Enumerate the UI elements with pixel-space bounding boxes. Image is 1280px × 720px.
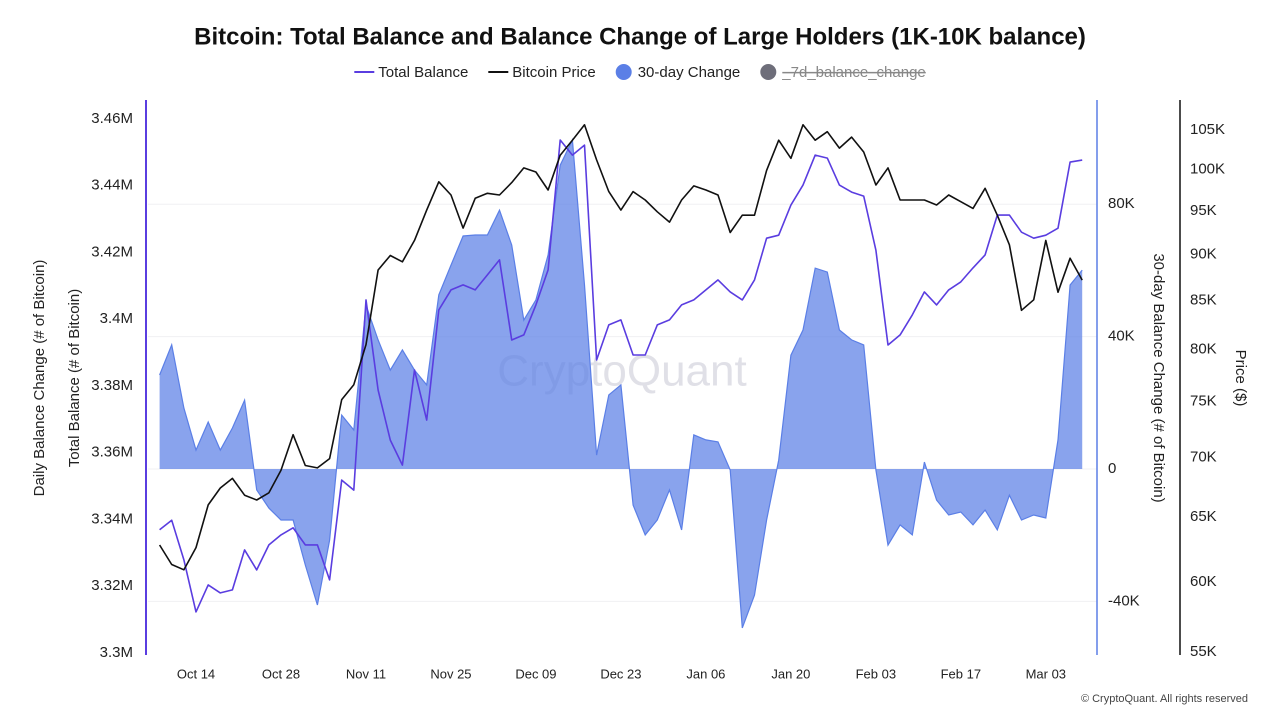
legend-item[interactable]: 30-day Change xyxy=(615,64,741,81)
y3-tick-label: 85K xyxy=(1190,292,1217,309)
y-tick-label: 3.38M xyxy=(91,377,133,394)
legend-label: 30-day Change xyxy=(638,64,741,81)
legend-label: Total Balance xyxy=(378,64,468,81)
x-tick-label: Feb 03 xyxy=(856,666,896,681)
legend-label: Bitcoin Price xyxy=(512,64,595,81)
x-tick-label: Dec 23 xyxy=(600,666,641,681)
y3-axis-title: Price ($) xyxy=(1232,350,1249,407)
x-tick-label: Feb 17 xyxy=(941,666,981,681)
y3-tick-label: 100K xyxy=(1190,161,1225,178)
y2-tick-label: 80K xyxy=(1108,195,1135,212)
legend-swatch xyxy=(760,64,777,80)
y3-tick-label: 80K xyxy=(1190,341,1217,358)
y-tick-label: 3.3M xyxy=(100,644,133,661)
y3-tick-label: 75K xyxy=(1190,393,1217,410)
y-tick-label: 3.44M xyxy=(91,177,133,194)
x-tick-label: Dec 09 xyxy=(515,666,556,681)
y-tick-label: 3.36M xyxy=(91,444,133,461)
y-tick-label: 3.4M xyxy=(100,310,133,327)
y-axis-title: Daily Balance Change (# of Bitcoin) xyxy=(31,260,48,497)
x-tick-label: Oct 28 xyxy=(262,666,300,681)
legend-swatch xyxy=(615,64,632,80)
line xyxy=(159,139,1083,613)
area-edge xyxy=(159,137,1083,629)
x-tick-label: Jan 20 xyxy=(771,666,810,681)
y-tick-label: 3.32M xyxy=(91,577,133,594)
y3-tick-label: 70K xyxy=(1190,448,1217,465)
y-axis-title: Total Balance (# of Bitcoin) xyxy=(66,289,83,467)
y2-tick-label: -40K xyxy=(1108,592,1140,609)
y-tick-label: 3.42M xyxy=(91,243,133,260)
credit: © CryptoQuant. All rights reserved xyxy=(1081,693,1248,705)
y-tick-label: 3.34M xyxy=(91,510,133,527)
y2-axis-title: 30-day Balance Change (# of Bitcoin) xyxy=(1150,253,1167,502)
x-tick-label: Oct 14 xyxy=(177,666,215,681)
legend: Total Balance Bitcoin Price 30-day Change _… xyxy=(354,64,926,81)
legend-item[interactable]: Total Balance xyxy=(354,64,468,81)
line xyxy=(158,124,1083,571)
x-tick-label: Jan 06 xyxy=(686,666,725,681)
y-tick-label: 3.46M xyxy=(91,110,133,127)
y2-tick-label: 40K xyxy=(1108,328,1135,345)
chart-title: Bitcoin: Total Balance and Balance Chang… xyxy=(194,23,1086,50)
y3-tick-label: 95K xyxy=(1190,202,1217,219)
legend-item[interactable]: Bitcoin Price xyxy=(488,64,596,81)
legend-item[interactable]: _7d_balance_change xyxy=(760,64,926,81)
y3-tick-label: 55K xyxy=(1190,643,1217,660)
legend-label: _7d_balance_change xyxy=(781,64,925,81)
x-tick-label: Mar 03 xyxy=(1026,666,1066,681)
y3-tick-label: 60K xyxy=(1190,573,1217,590)
x-tick-label: Nov 11 xyxy=(346,666,386,681)
y3-tick-label: 65K xyxy=(1190,508,1217,525)
y3-tick-label: 90K xyxy=(1190,246,1217,263)
y2-tick-label: 0 xyxy=(1108,460,1116,477)
x-tick-label: Nov 25 xyxy=(430,666,471,681)
y3-tick-label: 105K xyxy=(1190,121,1225,138)
